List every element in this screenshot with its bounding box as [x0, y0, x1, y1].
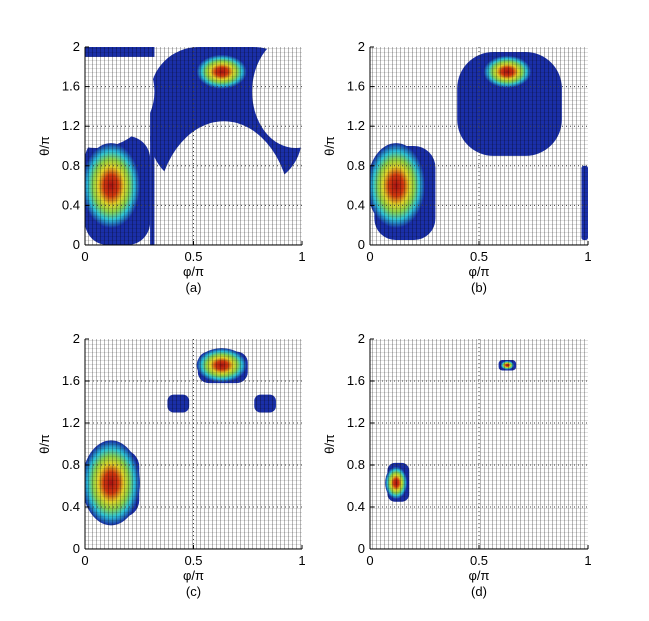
panel-d: 0 0.4 0.8 1.2 1.6 2 0 0.5 1 φ/π θ/π (d): [322, 331, 592, 599]
x-axis-label-c: φ/π: [183, 568, 204, 583]
peak-d-2: [500, 360, 514, 370]
y-axis-label-c: θ/π: [37, 434, 52, 454]
grid-a: [85, 47, 302, 245]
grid-d: [370, 339, 588, 549]
x-tick-label-a: 0.5: [184, 249, 202, 264]
y-tick-label-a: 1.2: [62, 118, 80, 133]
y-tick-label-b: 1.6: [347, 79, 365, 94]
y-tick-label-a: 0.4: [62, 197, 80, 212]
x-tick-label-b: 0: [366, 249, 373, 264]
x-tick-label-b: 1: [584, 249, 591, 264]
peak-c-2: [196, 348, 247, 383]
y-tick-label-b: 0: [358, 237, 365, 252]
y-tick-label-c: 1.6: [62, 373, 80, 388]
x-tick-label-a: 0: [81, 249, 88, 264]
region-b-3: [581, 165, 588, 241]
y-tick-label-a: 0.8: [62, 158, 80, 173]
y-tick-label-c: 2: [73, 331, 80, 346]
y-tick-label-c: 0.4: [62, 499, 80, 514]
peak-c-1: [85, 440, 140, 526]
x-tick-label-c: 0: [81, 553, 88, 568]
caption-b: (b): [471, 280, 487, 295]
peak-a-2: [196, 54, 247, 89]
caption-d: (d): [471, 584, 487, 599]
x-tick-label-d: 0: [366, 553, 373, 568]
y-tick-label-b: 0.4: [347, 197, 365, 212]
peak-a-1: [85, 143, 140, 229]
y-axis-label-b: θ/π: [322, 136, 337, 156]
panels: 0 0.4 0.8 1.2 1.6 2 0 0.5 1 φ/π θ/π (a) 0 0.4 0.8 1.2 1.…: [37, 39, 592, 599]
x-axis-label-d: φ/π: [468, 568, 489, 583]
peak-b-2: [483, 55, 532, 88]
panel-c: 0 0.4 0.8 1.2 1.6 2 0 0.5 1 φ/π θ/π (c): [37, 331, 306, 599]
y-tick-label-d: 2: [358, 331, 365, 346]
y-tick-label-c: 0: [73, 541, 80, 556]
x-axis-label-b: φ/π: [468, 264, 489, 279]
peak-d-1: [385, 466, 408, 500]
y-tick-label-c: 0.8: [62, 457, 80, 472]
y-tick-label-d: 1.2: [347, 415, 365, 430]
region-c-4: [254, 394, 276, 413]
region-c-3: [167, 394, 190, 413]
region-a-topband: [85, 47, 155, 57]
panel-a: 0 0.4 0.8 1.2 1.6 2 0 0.5 1 φ/π θ/π (a): [37, 39, 306, 295]
y-axis-label-a: θ/π: [37, 136, 52, 156]
panel-b: 0 0.4 0.8 1.2 1.6 2 0 0.5 1 φ/π θ/π (b): [322, 39, 592, 295]
y-tick-label-d: 0.4: [347, 499, 365, 514]
caption-a: (a): [186, 280, 202, 295]
y-tick-label-b: 2: [358, 39, 365, 54]
region-a-bridge: [150, 136, 155, 245]
hole-a-right: [252, 47, 302, 148]
grid-b: [370, 47, 588, 245]
x-tick-label-d: 0.5: [470, 553, 488, 568]
x-tick-label-c: 0.5: [184, 553, 202, 568]
y-tick-label-d: 0: [358, 541, 365, 556]
y-tick-label-b: 1.2: [347, 118, 365, 133]
caption-c: (c): [186, 584, 201, 599]
x-axis-label-a: φ/π: [183, 264, 204, 279]
y-tick-label-a: 1.6: [62, 79, 80, 94]
x-tick-label-d: 1: [584, 553, 591, 568]
y-tick-label-b: 0.8: [347, 158, 365, 173]
y-tick-label-a: 0: [73, 237, 80, 252]
y-tick-label-d: 0.8: [347, 457, 365, 472]
grid-c: [85, 339, 302, 549]
hole-a-bottom: [156, 121, 292, 245]
x-tick-label-a: 1: [298, 249, 305, 264]
y-axis-label-d: θ/π: [322, 434, 337, 454]
peak-b-1: [370, 143, 426, 229]
y-tick-label-a: 2: [73, 39, 80, 54]
x-tick-label-c: 1: [298, 553, 305, 568]
y-tick-label-d: 1.6: [347, 373, 365, 388]
x-tick-label-b: 0.5: [470, 249, 488, 264]
y-tick-label-c: 1.2: [62, 415, 80, 430]
